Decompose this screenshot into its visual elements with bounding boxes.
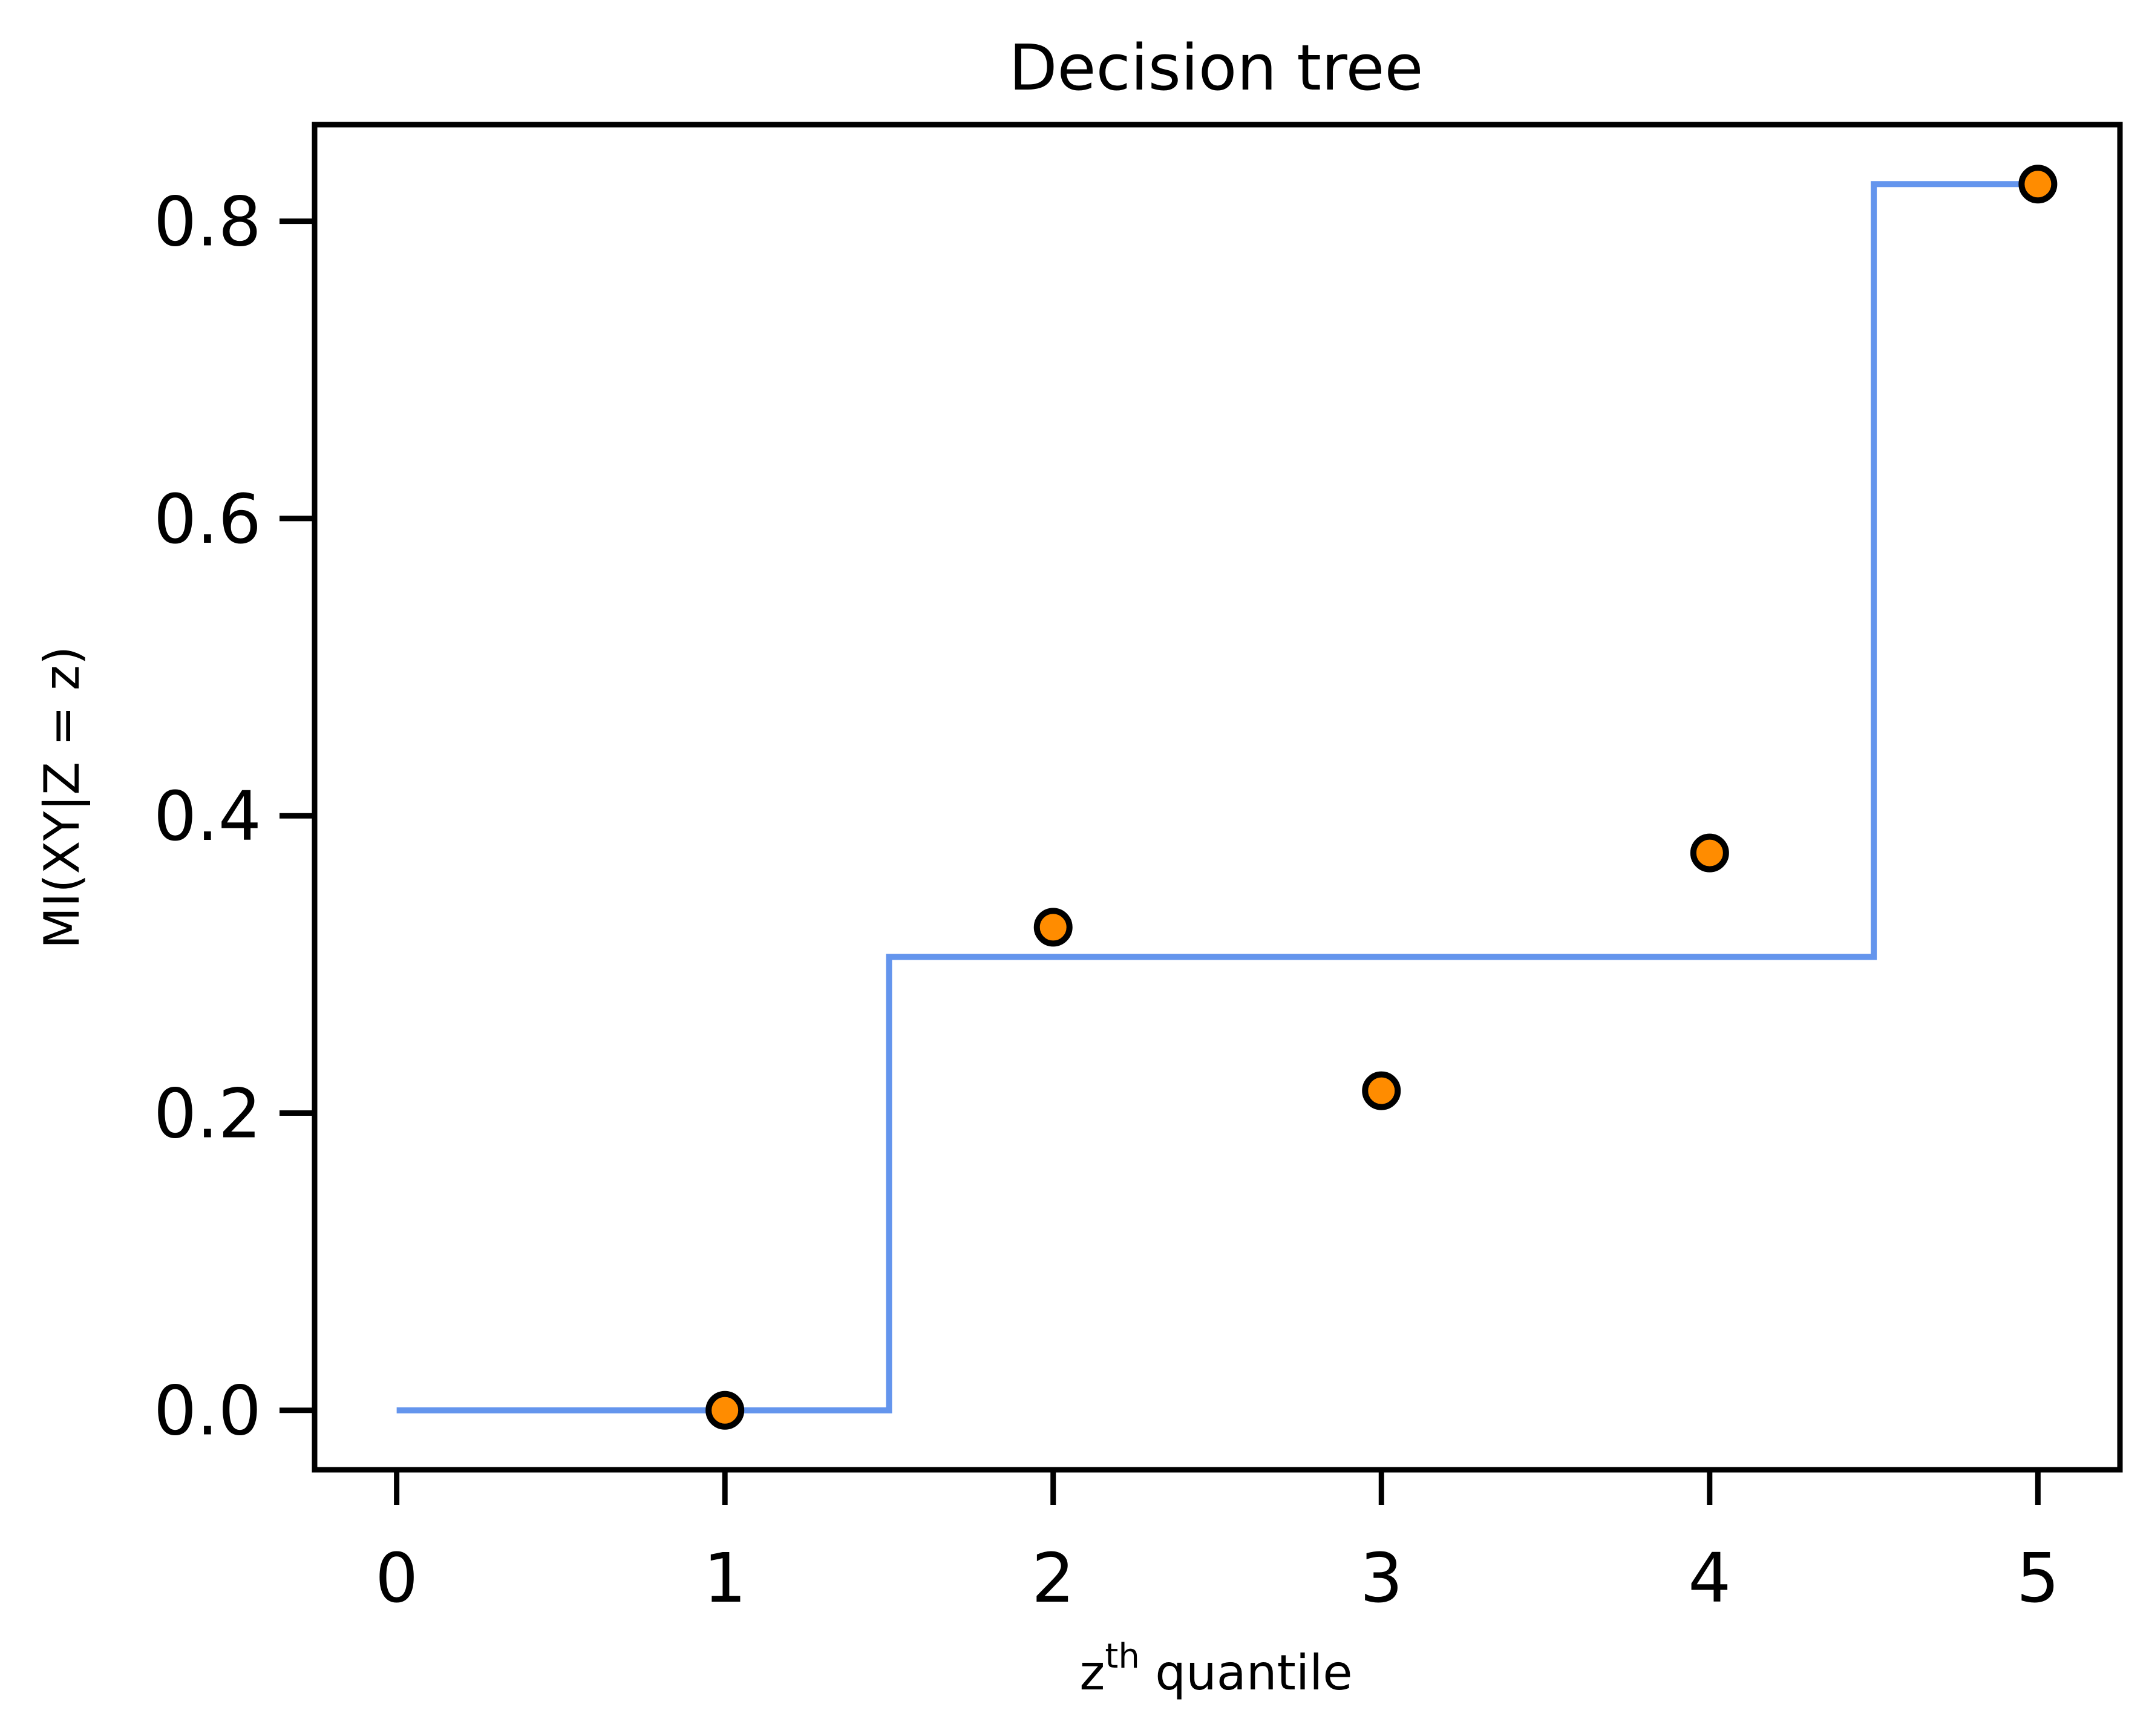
y-axis: 0.0 0.2 0.4 0.6 0.8 xyxy=(154,183,315,1451)
x-axis-label: zth quantile xyxy=(1079,1637,1352,1701)
x-tick-label: 0 xyxy=(375,1539,418,1618)
plot-area xyxy=(312,122,2123,1473)
data-point xyxy=(1362,1071,1401,1110)
x-tick-label: 3 xyxy=(1360,1539,1403,1618)
x-tick-label: 4 xyxy=(1688,1539,1731,1618)
x-axis-label-rest: quantile xyxy=(1140,1645,1353,1701)
y-tick-label: 0.2 xyxy=(154,1075,261,1153)
x-axis: 0 1 2 3 4 5 xyxy=(375,1470,2059,1618)
plot-frame xyxy=(312,122,2123,1473)
data-point xyxy=(2018,165,2058,204)
x-axis-label-base: z xyxy=(1079,1645,1105,1701)
y-tick-label: 0.8 xyxy=(154,183,261,262)
step-line xyxy=(396,181,2038,1413)
y-tick-label: 0.4 xyxy=(154,778,261,856)
x-tick-label: 5 xyxy=(2017,1539,2059,1618)
series-layer xyxy=(396,165,2058,1430)
y-tick-label: 0.0 xyxy=(154,1372,261,1451)
y-axis-label: MI(XY|Z = z) xyxy=(34,646,91,949)
x-tick-label: 2 xyxy=(1032,1539,1074,1618)
x-tick-label: 1 xyxy=(704,1539,747,1618)
data-point xyxy=(705,1390,745,1430)
x-axis-label-superscript: th xyxy=(1105,1637,1139,1676)
chart-title: Decision tree xyxy=(1009,31,1423,105)
data-point xyxy=(1690,833,1729,873)
y-tick-label: 0.6 xyxy=(154,480,261,559)
data-point xyxy=(1033,908,1073,947)
